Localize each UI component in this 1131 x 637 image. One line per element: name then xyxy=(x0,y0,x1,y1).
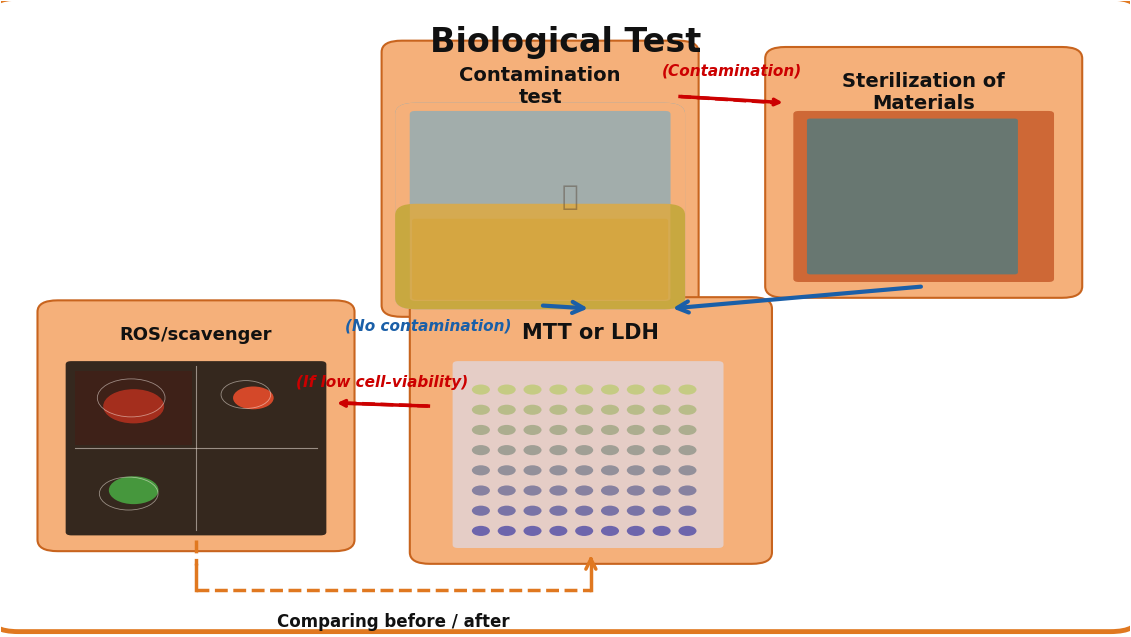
Text: 🧴: 🧴 xyxy=(562,183,578,211)
Circle shape xyxy=(472,485,490,496)
FancyBboxPatch shape xyxy=(452,361,724,548)
Circle shape xyxy=(601,425,619,435)
Circle shape xyxy=(498,445,516,455)
Circle shape xyxy=(550,465,568,475)
Circle shape xyxy=(109,476,158,504)
Circle shape xyxy=(601,506,619,516)
FancyBboxPatch shape xyxy=(37,301,354,551)
Circle shape xyxy=(524,404,542,415)
FancyBboxPatch shape xyxy=(409,297,772,564)
Text: Sterilization of
Materials: Sterilization of Materials xyxy=(843,73,1005,113)
Circle shape xyxy=(550,526,568,536)
Circle shape xyxy=(550,404,568,415)
Circle shape xyxy=(601,404,619,415)
Circle shape xyxy=(550,385,568,395)
Circle shape xyxy=(601,385,619,395)
Circle shape xyxy=(524,445,542,455)
Circle shape xyxy=(524,526,542,536)
Circle shape xyxy=(576,485,593,496)
Circle shape xyxy=(472,506,490,516)
Circle shape xyxy=(576,404,593,415)
Circle shape xyxy=(653,425,671,435)
Circle shape xyxy=(627,485,645,496)
Circle shape xyxy=(524,506,542,516)
Circle shape xyxy=(472,404,490,415)
Text: Contamination
test: Contamination test xyxy=(459,66,621,107)
Circle shape xyxy=(498,526,516,536)
Circle shape xyxy=(576,445,593,455)
Circle shape xyxy=(472,526,490,536)
FancyBboxPatch shape xyxy=(452,361,724,548)
Circle shape xyxy=(679,425,697,435)
Text: Biological Test: Biological Test xyxy=(430,26,701,59)
Circle shape xyxy=(679,506,697,516)
Circle shape xyxy=(679,465,697,475)
Circle shape xyxy=(550,445,568,455)
Circle shape xyxy=(472,465,490,475)
Circle shape xyxy=(601,445,619,455)
FancyBboxPatch shape xyxy=(806,118,1018,275)
Circle shape xyxy=(627,465,645,475)
Circle shape xyxy=(653,445,671,455)
Circle shape xyxy=(550,506,568,516)
FancyBboxPatch shape xyxy=(409,111,671,301)
Circle shape xyxy=(653,485,671,496)
Text: (If low cell-viability): (If low cell-viability) xyxy=(296,375,468,390)
Text: MTT or LDH: MTT or LDH xyxy=(523,322,659,343)
Circle shape xyxy=(653,465,671,475)
FancyBboxPatch shape xyxy=(412,218,668,300)
Text: Comparing before / after: Comparing before / after xyxy=(277,613,510,631)
FancyBboxPatch shape xyxy=(395,103,685,309)
Circle shape xyxy=(627,506,645,516)
Circle shape xyxy=(679,445,697,455)
Circle shape xyxy=(498,425,516,435)
Circle shape xyxy=(498,465,516,475)
Circle shape xyxy=(576,526,593,536)
Circle shape xyxy=(472,425,490,435)
Circle shape xyxy=(627,404,645,415)
Circle shape xyxy=(653,506,671,516)
Circle shape xyxy=(601,526,619,536)
Circle shape xyxy=(472,445,490,455)
Text: (Contamination): (Contamination) xyxy=(662,64,802,78)
Circle shape xyxy=(653,526,671,536)
Circle shape xyxy=(679,526,697,536)
FancyBboxPatch shape xyxy=(409,111,671,301)
FancyBboxPatch shape xyxy=(766,47,1082,298)
Circle shape xyxy=(498,385,516,395)
Circle shape xyxy=(524,465,542,475)
FancyBboxPatch shape xyxy=(66,361,327,535)
Circle shape xyxy=(472,385,490,395)
Circle shape xyxy=(576,385,593,395)
FancyBboxPatch shape xyxy=(66,361,327,535)
FancyBboxPatch shape xyxy=(794,111,1054,282)
FancyBboxPatch shape xyxy=(395,204,685,309)
Circle shape xyxy=(601,485,619,496)
Circle shape xyxy=(679,385,697,395)
Circle shape xyxy=(524,425,542,435)
Text: ROS/scavenger: ROS/scavenger xyxy=(120,326,273,344)
Circle shape xyxy=(653,404,671,415)
Circle shape xyxy=(576,425,593,435)
Circle shape xyxy=(679,404,697,415)
Circle shape xyxy=(233,387,274,410)
Circle shape xyxy=(103,389,164,424)
Circle shape xyxy=(524,485,542,496)
FancyBboxPatch shape xyxy=(395,103,685,309)
Circle shape xyxy=(498,506,516,516)
Circle shape xyxy=(627,526,645,536)
Circle shape xyxy=(627,385,645,395)
Circle shape xyxy=(550,425,568,435)
Circle shape xyxy=(498,485,516,496)
Circle shape xyxy=(524,385,542,395)
Circle shape xyxy=(576,465,593,475)
Circle shape xyxy=(627,425,645,435)
Circle shape xyxy=(653,385,671,395)
Circle shape xyxy=(601,465,619,475)
Circle shape xyxy=(627,445,645,455)
Circle shape xyxy=(576,506,593,516)
Circle shape xyxy=(679,485,697,496)
Circle shape xyxy=(498,404,516,415)
FancyBboxPatch shape xyxy=(75,371,192,445)
